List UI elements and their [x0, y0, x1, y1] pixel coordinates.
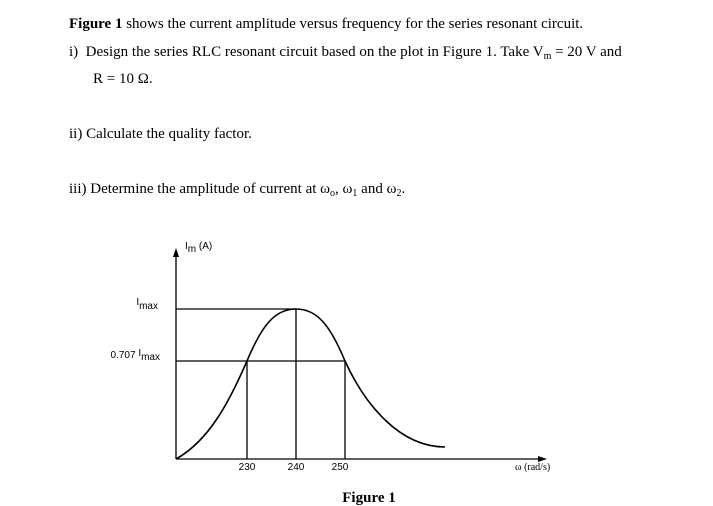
intro-text: shows the current amplitude versus frequ…	[122, 16, 584, 32]
tick-label: 230	[239, 462, 256, 473]
arrow	[538, 456, 547, 462]
q-text: Calculate the quality factor.	[86, 126, 252, 142]
subscript: 1	[352, 188, 358, 199]
subscript: o	[330, 188, 336, 199]
subscript: 2	[396, 188, 402, 199]
arrow	[173, 248, 179, 257]
x-axis-label: ω (rad/s)	[515, 462, 550, 473]
subscript: max	[141, 352, 160, 363]
q-label: iii)	[69, 181, 87, 197]
q-text: .	[401, 181, 406, 197]
tick-label: 250	[332, 462, 349, 473]
response-curve	[175, 308, 446, 460]
subscript: m	[188, 244, 196, 255]
q-label: ii)	[69, 126, 83, 142]
half-power-label: 0.707 Imax	[111, 348, 161, 363]
subscript: max	[139, 301, 158, 312]
prefix: 0.707	[111, 350, 139, 361]
intro: Figure 1 shows the current amplitude ver…	[69, 16, 583, 33]
symbol: I	[136, 297, 139, 308]
q-text: Determine the amplitude of current at ω	[90, 181, 331, 197]
q-text: , ω	[335, 181, 353, 197]
symbol: I	[185, 241, 188, 252]
y-axis-label: Im (A)	[185, 241, 212, 255]
question-1: i) Design the series RLC resonant circui…	[69, 44, 622, 62]
q-text: = 20 V and	[551, 44, 622, 60]
tick-label: 240	[288, 462, 305, 473]
q-text: R = 10 Ω.	[93, 71, 153, 87]
caption: Figure 1	[342, 490, 395, 506]
q-label: i)	[69, 44, 79, 60]
q-text: Design the series RLC resonant circuit b…	[85, 44, 544, 60]
imax-label: Imax	[136, 297, 158, 312]
subscript: m	[543, 51, 552, 62]
question-2: ii) Calculate the quality factor.	[69, 126, 252, 143]
intro-bold: Figure 1	[69, 16, 123, 32]
question-3: iii) Determine the amplitude of current …	[69, 181, 405, 199]
symbol: I	[138, 348, 141, 359]
unit: (A)	[196, 241, 212, 252]
q-text: and ω	[357, 181, 397, 197]
